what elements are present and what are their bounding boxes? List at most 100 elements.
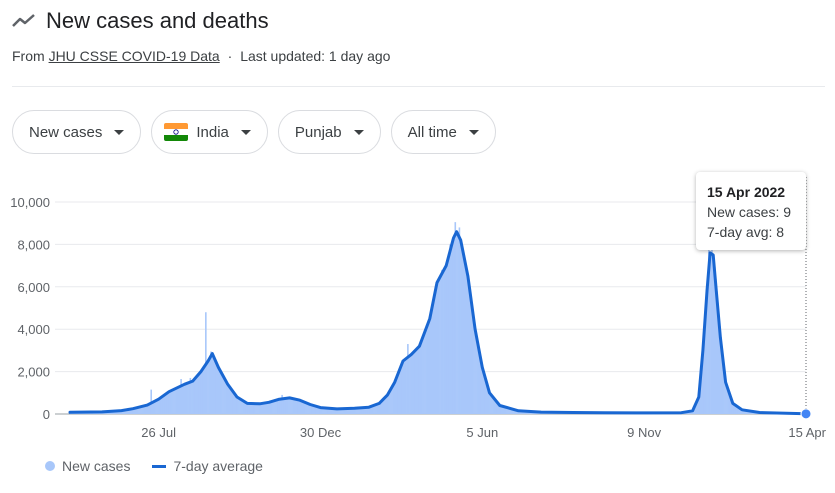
daily-bar [197,375,200,414]
daily-bar [144,405,146,414]
daily-bar [712,254,714,414]
daily-bar [257,403,259,414]
daily-bar [724,373,726,414]
spike-bar [708,243,710,414]
time-range-dropdown[interactable]: All time [390,110,496,154]
daily-bar [690,411,692,414]
daily-bar [322,407,324,414]
daily-bar [142,406,144,414]
daily-bar [243,400,245,414]
daily-bar [178,387,180,414]
daily-bar [486,381,488,414]
daily-bar [729,394,732,414]
daily-bar [505,406,507,414]
daily-bar [489,392,491,414]
daily-bar [246,402,248,414]
daily-bar [269,402,272,414]
cases-chart[interactable]: 0 2,000 4,000 6,000 8,000 10,000 26 Jul 30 Dec 5… [0,165,835,450]
daily-bar [416,349,418,414]
daily-bar [415,350,417,414]
metric-dropdown-label: New cases [29,123,103,141]
daily-bar [733,404,736,414]
daily-bar [701,362,704,414]
daily-bar [199,372,202,414]
daily-bar [261,403,264,414]
daily-bar [502,406,505,414]
region-dropdown[interactable]: Punjab [277,110,381,154]
daily-bar [200,371,203,414]
daily-bar [468,283,471,414]
metric-dropdown[interactable]: New cases [12,110,142,154]
time-range-dropdown-label: All time [407,123,457,141]
daily-bar [744,410,746,414]
daily-bar [323,407,325,414]
daily-bar [162,396,165,414]
daily-bar [306,402,308,414]
daily-bar [128,409,131,414]
daily-bar [350,408,352,414]
daily-bar [151,402,153,414]
daily-bar [745,410,747,414]
spike-bar [210,351,212,414]
country-dropdown[interactable]: India [151,110,268,154]
daily-bar [506,407,508,414]
daily-bar [228,385,231,414]
daily-bar [510,408,512,414]
daily-bar [494,399,497,414]
daily-bar [305,402,307,414]
daily-bar [439,278,441,414]
chart-tooltip: 15 Apr 2022 New cases: 9 7-day avg: 8 [696,172,806,250]
daily-bar [143,406,145,414]
daily-bar [519,410,521,414]
daily-bar [480,356,482,414]
daily-bar [169,391,172,414]
daily-bar [515,409,517,414]
daily-bar [263,403,266,414]
daily-bar [223,376,225,414]
daily-bar [357,408,359,414]
daily-bar [131,408,134,414]
daily-bar [730,397,733,414]
daily-bar [275,400,277,414]
daily-bar [693,408,695,414]
daily-bar [466,271,469,414]
daily-bar [318,407,320,414]
daily-bar [114,411,116,414]
daily-bar [217,365,219,414]
daily-bar [340,408,342,414]
daily-bar [496,401,499,414]
daily-bar [726,385,728,414]
daily-bar [129,409,132,414]
spike-bar [441,269,443,414]
daily-bar [259,403,262,414]
caret-down-icon [240,129,251,135]
daily-bar [417,348,419,414]
daily-bar [317,406,319,414]
daily-bar [403,360,406,414]
daily-bar [418,347,420,414]
daily-bar [446,265,448,414]
daily-bar [245,402,247,414]
daily-bar [139,407,141,414]
x-tick-label: 9 Nov [627,425,661,440]
daily-bar [420,343,422,414]
daily-bar [190,381,192,414]
daily-bar [414,351,416,414]
daily-bar [330,408,333,414]
daily-bar [483,370,485,414]
source-link[interactable]: JHU CSSE COVID-19 Data [48,48,220,64]
legend-label-new-cases: New cases [62,458,131,474]
daily-bar [221,373,223,414]
daily-bar [166,393,169,414]
daily-bar [284,398,286,414]
daily-bar [184,384,186,414]
daily-bar [260,403,263,414]
daily-bar [390,389,392,414]
daily-bar [242,400,244,414]
daily-bar [695,403,698,414]
daily-bar [132,408,135,414]
daily-bar [146,405,148,414]
daily-bar [277,399,279,414]
daily-bar [431,308,434,414]
daily-bar [384,398,386,414]
